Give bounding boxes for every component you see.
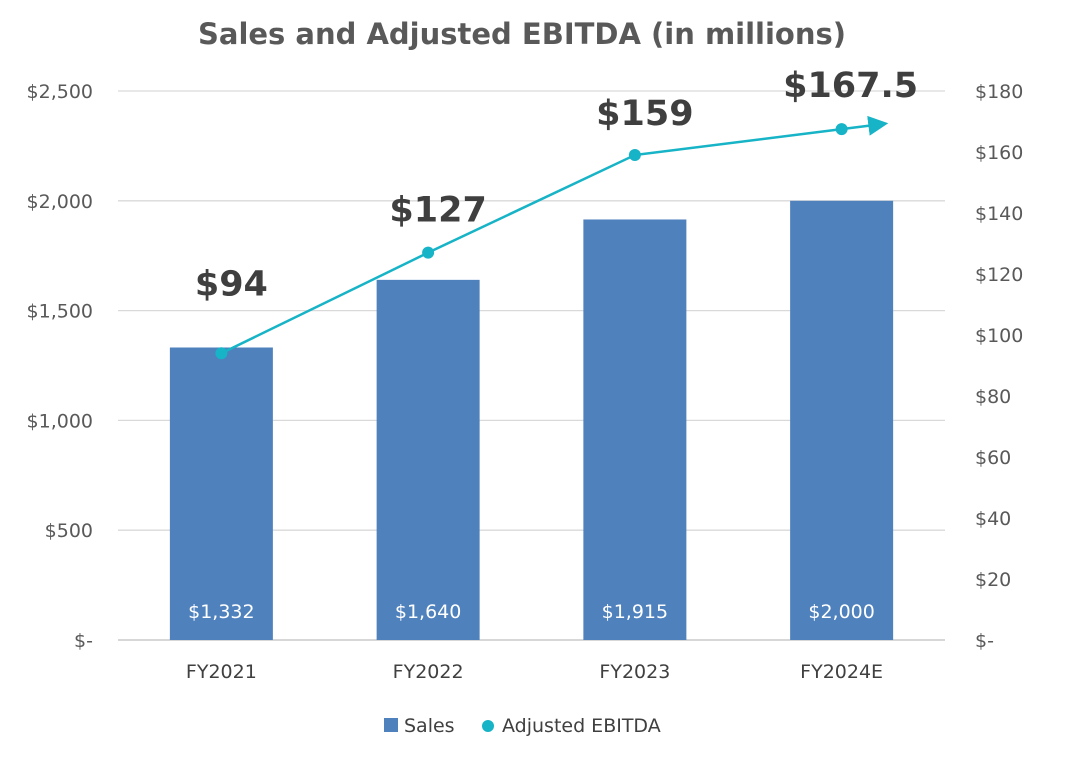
category-label: FY2023 [599,661,670,683]
legend-swatch-sales [384,718,398,732]
line-point [422,246,435,259]
line-data-label: $159 [596,94,693,134]
legend: Sales Adjusted EBITDA [384,715,661,737]
legend-label-ebitda: Adjusted EBITDA [502,715,661,737]
bar-data-label: $1,640 [395,601,461,623]
left-axis: $- $500 $1,000 $1,500 $2,000 $2,500 [27,81,93,652]
left-tick-label: $1,500 [27,301,93,323]
line-point [215,347,228,360]
bar-data-label: $2,000 [808,601,874,623]
legend-label-sales: Sales [404,715,455,737]
left-tick-label: $2,000 [27,191,93,213]
line-data-label: $94 [195,264,268,304]
category-label: FY2022 [393,661,464,683]
right-tick-label: $60 [975,447,1011,469]
right-tick-label: $120 [975,264,1023,286]
x-axis: FY2021 FY2022 FY2023 FY2024E [186,661,883,683]
left-tick-label: $500 [45,520,93,542]
right-tick-label: $180 [975,81,1023,103]
left-tick-label: $1,000 [27,410,93,432]
series-line [220,115,889,355]
bar [583,219,687,640]
right-tick-label: $160 [975,142,1023,164]
bar-data-label: $1,332 [188,601,254,623]
line-point [628,149,641,162]
bar-series: $1,332 $1,640 $1,915 $2,000 [169,200,894,641]
right-tick-label: $40 [975,508,1011,530]
category-label: FY2021 [186,661,257,683]
bar-data-label: $1,915 [602,601,668,623]
right-tick-label: $20 [975,569,1011,591]
right-tick-label: $140 [975,203,1023,225]
right-tick-label: $80 [975,386,1011,408]
left-tick-label: $2,500 [27,81,93,103]
chart-title: Sales and Adjusted EBITDA (in millions) [198,17,846,51]
legend-swatch-ebitda [482,720,494,732]
bar [790,200,894,641]
line-series: $94 $127 $159 $167.5 [195,66,918,360]
right-tick-label: $100 [975,325,1023,347]
right-tick-label: $- [975,630,994,652]
right-axis: $- $20 $40 $60 $80 $100 $120 $140 $160 $180 [975,81,1023,652]
bar [169,347,273,640]
line-point [835,123,848,136]
left-tick-label: $- [74,630,93,652]
bar [376,279,480,640]
category-label: FY2024E [800,661,883,683]
line-data-label: $127 [389,191,486,231]
line-data-label: $167.5 [783,66,918,106]
